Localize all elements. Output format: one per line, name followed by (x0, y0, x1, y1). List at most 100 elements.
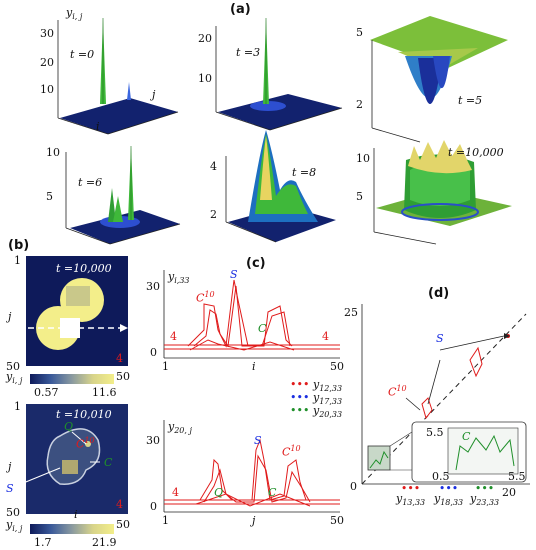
label-4-left-c-bottom: 4 (172, 486, 179, 499)
label-Q-b: Q (64, 420, 74, 433)
tick-d-0: 0 (350, 480, 357, 493)
legend-swatch-3: ••• (290, 404, 310, 417)
time-label-a2: t =3 (236, 46, 261, 59)
ylabel-b-bottom: j (8, 460, 12, 473)
legend-item-2: ••• y17,33 (290, 391, 343, 407)
label-4-right-c-top: 4 (322, 330, 329, 343)
panel-label-b: (b) (8, 238, 30, 253)
label-S-c-bottom: S (254, 434, 262, 447)
time-label-a1: t =0 (70, 48, 95, 61)
label-S-c-top: S (230, 268, 238, 281)
tick-a1-30: 30 (40, 27, 54, 40)
count-b-top: 4 (116, 352, 123, 365)
ytick-c-top-0: 0 (150, 346, 157, 359)
time-label-a4: t =6 (78, 176, 103, 189)
xtick-c-top-1: 1 (162, 360, 169, 373)
label-Q-c-bottom: Q (214, 486, 224, 499)
tick-a3-5: 5 (356, 26, 363, 39)
tick-b-bottom-50-right: 50 (116, 518, 130, 531)
cb-min-b-top: 0.57 (34, 386, 59, 399)
cb-min-b-bottom: 1.7 (34, 536, 52, 549)
colorbar-label-b-top: yi, j (6, 370, 23, 386)
tick-b-top-50-right: 50 (116, 370, 130, 383)
ylabel-c-bottom: y20, j (168, 420, 192, 436)
legend-item-3: ••• y20,33 (290, 404, 343, 420)
xlabel-d-3-text: y23,33 (470, 492, 500, 508)
tick-a4-5: 5 (46, 190, 53, 203)
cb-max-b-top: 11.6 (92, 386, 117, 399)
inset-tick-05: 0.5 (432, 470, 450, 483)
tick-a1-20: 20 (40, 56, 54, 69)
ytick-c-bottom-0: 0 (150, 500, 157, 513)
tick-a2-10: 10 (198, 72, 212, 85)
tick-a5-4: 4 (210, 160, 217, 173)
tick-b-bottom-1: 1 (14, 400, 21, 413)
ytick-c-bottom-30: 30 (146, 434, 160, 447)
time-label-b-top: t =10,000 (56, 262, 112, 275)
zlabel-y-ij: yi, j (66, 6, 83, 22)
inset-tick-55-top: 5.5 (426, 426, 444, 439)
axis-j-label: j (152, 88, 156, 101)
legend-item-1: ••• y12,33 (290, 378, 342, 393)
tick-a6-10: 10 (356, 152, 370, 165)
ytick-c-top-30: 30 (146, 280, 160, 293)
xlabel-d-3-dots: ••• (474, 482, 495, 495)
legend-swatch-2: ••• (290, 391, 310, 404)
tick-a4-10: 10 (46, 146, 60, 159)
tick-a6-5: 5 (356, 190, 363, 203)
time-label-a5: t =8 (292, 166, 317, 179)
legend-label-3: y20,33 (312, 404, 343, 420)
legend-label-2: y17,33 (312, 391, 343, 407)
inset-tick-55-right: 5.5 (508, 470, 526, 483)
axis-i-label: i (96, 120, 100, 133)
xtick-c-top-50: 50 (330, 360, 344, 373)
xlabel-d-3: ••• y23,33 (470, 482, 500, 508)
label-C-b: C (104, 456, 113, 469)
xlabel-d-1-text: y13,33 (396, 492, 426, 508)
label-C10-d: C10 (388, 384, 407, 399)
xlabel-c-bottom: j (252, 514, 256, 527)
label-4-left-c-top: 4 (170, 330, 177, 343)
label-C-c-bottom: C (268, 486, 277, 499)
xlabel-c-top: i (252, 360, 256, 373)
colorbar-label-b-bottom: yi, j (6, 518, 23, 534)
xlabel-d-2: ••• y18,33 (434, 482, 464, 508)
xlabel-d-2-text: y18,33 (434, 492, 464, 508)
tick-a3-2: 2 (356, 98, 363, 111)
colorbar-b-top (30, 374, 114, 384)
tick-a5-2: 2 (210, 208, 217, 221)
count-b-bottom: 4 (116, 498, 123, 511)
label-C-c-top: C (258, 322, 267, 335)
label-C10-c-bottom: C10 (282, 444, 301, 459)
tick-d-20: 20 (502, 486, 516, 499)
xtick-c-bottom-1: 1 (162, 514, 169, 527)
tick-b-bottom-50-left: 50 (6, 506, 20, 519)
tick-a2-20: 20 (198, 32, 212, 45)
colorbar-b-bottom (30, 524, 114, 534)
label-C10-c-top: C10 (196, 290, 215, 305)
time-label-a3: t =5 (458, 94, 483, 107)
xlabel-d-1-dots: ••• (400, 482, 421, 495)
tick-d-25: 25 (344, 306, 358, 319)
label-C-d-inset: C (462, 430, 471, 443)
legend-swatch-1: ••• (290, 378, 310, 391)
label-S-b: S (6, 482, 14, 495)
legend-c: ••• y12,33 ••• y17,33 ••• y20,33 (290, 378, 343, 420)
xlabel-d-1: ••• y13,33 (396, 482, 426, 508)
time-label-a6: t =10,000 (448, 146, 504, 159)
ylabel-b-top: j (8, 310, 12, 323)
xlabel-b-bottom: i (74, 508, 78, 521)
panel-label-a: (a) (230, 2, 251, 17)
xtick-c-bottom-50: 50 (330, 514, 344, 527)
xlabel-d-2-dots: ••• (438, 482, 459, 495)
